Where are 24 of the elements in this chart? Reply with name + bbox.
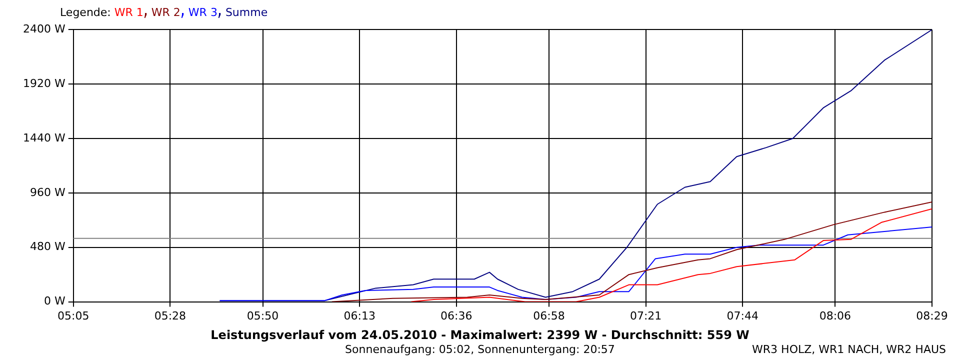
x-tick-label: 05:05 <box>58 309 90 322</box>
x-tick-label: 05:28 <box>154 309 186 322</box>
x-tick-label: 05:50 <box>246 309 279 322</box>
legend-label: WR 2 <box>151 6 180 19</box>
x-tick-label: 06:58 <box>533 309 565 322</box>
x-tick-label: 06:13 <box>344 309 376 322</box>
legend-title: Legende: <box>60 6 112 19</box>
legend-label: WR 3 <box>188 6 218 19</box>
text: Leistungsverlauf vom 24.05.2010 - Maximalwert: 2399 W - Durchschnitt: 559 W <box>210 328 750 342</box>
x-tick-label: 07:21 <box>630 309 662 322</box>
y-tick-label: 0 W <box>44 294 66 308</box>
y-tick-label: 1920 W <box>22 76 66 90</box>
x-tick-label: 06:36 <box>440 309 472 322</box>
text: Sonnenaufgang: 05:02, Sonnenuntergang: 20:57 <box>345 343 615 356</box>
y-tick-label: 2400 W <box>22 22 66 36</box>
text: WR3 HOLZ, WR1 NACH, WR2 HAUS <box>752 343 946 356</box>
text: WR 1 <box>114 6 144 19</box>
x-tick-label: 08:06 <box>819 309 852 322</box>
x-tick-label: 08:29 <box>916 309 948 322</box>
x-tick-label: 07:44 <box>726 309 758 322</box>
legend-label: Summe <box>225 6 268 19</box>
y-tick-label: 480 W <box>30 240 66 254</box>
y-tick-label: 960 W <box>30 186 66 199</box>
y-tick-label: 1440 W <box>22 131 66 144</box>
